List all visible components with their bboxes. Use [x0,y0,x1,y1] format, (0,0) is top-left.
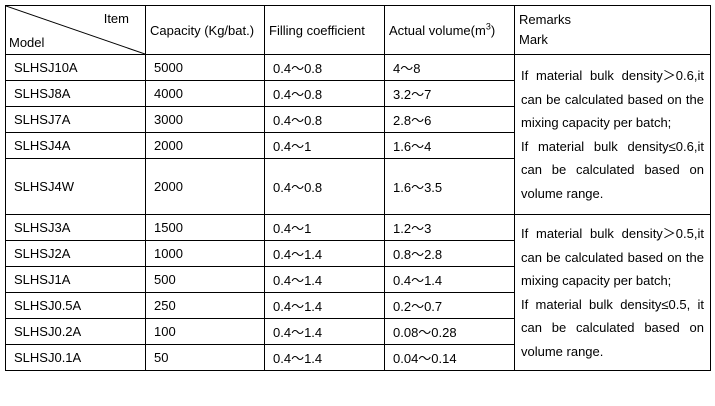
table-row: SLHSJ2A 1000 0.4～1.4 0.8～2.8 [5,240,711,267]
volume-cell: 1.6～4 [384,132,515,159]
volume-cell: 0.8～2.8 [384,240,515,267]
capacity-cell: 3000 [145,106,265,133]
filling-cell: 0.4～1.4 [264,240,385,267]
remarks-header: Remarks Mark [514,5,711,55]
volume-cell: 0.04～0.14 [384,344,515,371]
actual-volume-header: Actual volume(m3) [384,5,515,55]
filling-coefficient-header: Filling coefficient [264,5,385,55]
volume-cell: 1.2～3 [384,214,515,241]
volume-cell: 0.08～0.28 [384,318,515,345]
remarks-cell-group-1: If material bulk density＞0.6,it can be c… [514,54,711,215]
capacity-cell: 2000 [145,132,265,159]
table-row: SLHSJ0.2A 100 0.4～1.4 0.08～0.28 [5,318,711,345]
volume-cell: 1.6～3.5 [384,158,515,215]
remark-text: If material bulk density＞0.5,it can be c… [521,226,704,288]
actual-volume-close: ) [490,22,496,38]
filling-cell: 0.4～1.4 [264,318,385,345]
model-cell: SLHSJ4A [5,132,146,159]
filling-cell: 0.4～1.4 [264,344,385,371]
table-row: SLHSJ0.5A 250 0.4～1.4 0.2～0.7 [5,292,711,319]
table-row: SLHSJ7A 3000 0.4～0.8 2.8～6 [5,106,711,133]
model-cell: SLHSJ0.1A [5,344,146,371]
capacity-cell: 1000 [145,240,265,267]
table-row: SLHSJ8A 4000 0.4～0.8 3.2～7 [5,80,711,107]
item-header: Item [103,11,129,26]
model-cell: SLHSJ1A [5,266,146,293]
volume-cell: 2.8～6 [384,106,515,133]
capacity-cell: 50 [145,344,265,371]
volume-cell: 4～8 [384,54,515,81]
filling-cell: 0.4～0.8 [264,54,385,81]
model-cell: SLHSJ3A [5,214,146,241]
cubic-superscript: 3 [485,21,491,32]
model-cell: SLHSJ8A [5,80,146,107]
model-cell: SLHSJ0.2A [5,318,146,345]
filling-cell: 0.4～1 [264,132,385,159]
table-row: SLHSJ3A 1500 0.4～1 1.2～3 If material bul… [5,214,711,371]
spec-table-container: Item Model Capacity (Kg/bat.) Filling co… [5,5,711,400]
specification-table: Item Model Capacity (Kg/bat.) Filling co… [5,5,711,371]
model-cell: SLHSJ2A [5,240,146,267]
capacity-cell: 4000 [145,80,265,107]
filling-cell: 0.4～0.8 [264,158,385,215]
table-row: SLHSJ0.1A 50 0.4～1.4 0.04～0.14 [5,344,711,371]
capacity-cell: 5000 [145,54,265,81]
table-row: SLHSJ10A 5000 0.4～0.8 4～8 If material bu… [5,54,711,215]
capacity-cell: 250 [145,292,265,319]
remarks-label: Remarks [519,12,572,27]
actual-volume-label: Actual volume(m [389,22,486,38]
model-cell: SLHSJ7A [5,106,146,133]
capacity-cell: 500 [145,266,265,293]
capacity-cell: 2000 [145,158,265,215]
model-header: Model [9,35,45,50]
filling-cell: 0.4～1.4 [264,292,385,319]
model-cell: SLHSJ4W [5,158,146,215]
filling-cell: 0.4～1.4 [264,266,385,293]
filling-cell: 0.4～1 [264,214,385,241]
mark-label: Mark [519,32,548,47]
table-row: SLHSJ4W 2000 0.4～0.8 1.6～3.5 [5,158,711,215]
remark-text: If material bulk density≤0.5, it can be … [521,296,704,359]
header-row: Item Model Capacity (Kg/bat.) Filling co… [5,5,711,55]
capacity-cell: 1500 [145,214,265,241]
diagonal-divider [6,6,145,54]
filling-cell: 0.4～0.8 [264,106,385,133]
filling-cell: 0.4～0.8 [264,80,385,107]
volume-cell: 0.4～1.4 [384,266,515,293]
volume-cell: 0.2～0.7 [384,292,515,319]
remarks-cell-group-2: If material bulk density＞0.5,it can be c… [514,214,711,371]
volume-cell: 3.2～7 [384,80,515,107]
table-row: SLHSJ1A 500 0.4～1.4 0.4～1.4 [5,266,711,293]
item-model-header-cell: Item Model [5,5,146,55]
capacity-header: Capacity (Kg/bat.) [145,5,265,55]
capacity-cell: 100 [145,318,265,345]
model-cell: SLHSJ10A [5,54,146,81]
model-cell: SLHSJ0.5A [5,292,146,319]
remark-text: If material bulk density＞0.6,it can be c… [521,68,704,130]
remark-text: If material bulk density≤0.6,it can be c… [521,138,704,201]
